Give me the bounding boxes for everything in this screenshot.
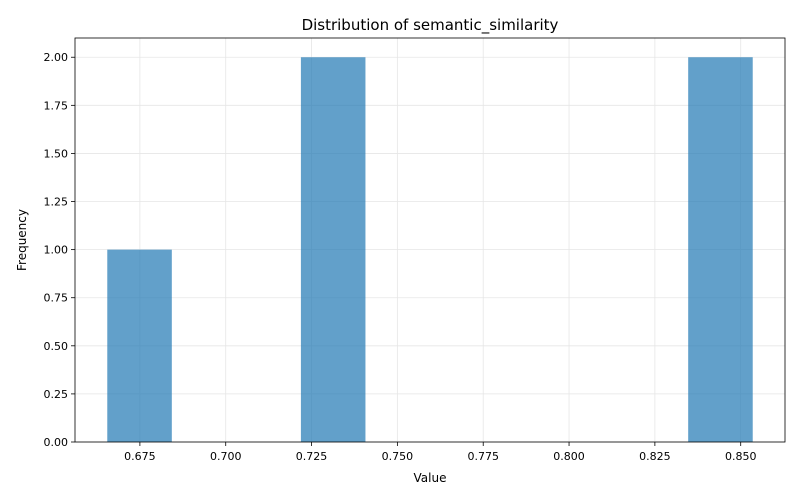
- x-axis-ticks: 0.675 0.700 0.725 0.750 0.775 0.800 0.825 0.850: [124, 442, 756, 463]
- y-axis-ticks: 0.00 0.25 0.50 0.75 1.00 1.25 1.50 1.75 2.00: [44, 51, 75, 449]
- y-tick-label: 1.00: [44, 244, 69, 257]
- y-tick-label: 2.00: [44, 51, 69, 64]
- x-axis-label: Value: [414, 471, 447, 485]
- y-tick-label: 0.25: [44, 388, 69, 401]
- y-tick-label: 1.25: [44, 196, 69, 209]
- x-tick-label: 0.725: [296, 450, 328, 463]
- y-tick-label: 0.00: [44, 436, 69, 449]
- histogram-bar: [688, 57, 753, 442]
- x-tick-label: 0.700: [210, 450, 242, 463]
- y-tick-label: 1.75: [44, 99, 69, 112]
- y-tick-label: 1.50: [44, 147, 69, 160]
- y-tick-label: 0.75: [44, 292, 69, 305]
- grid-lines: [75, 38, 785, 443]
- x-tick-label: 0.775: [467, 450, 499, 463]
- y-axis-label: Frequency: [15, 209, 29, 271]
- x-tick-label: 0.800: [553, 450, 585, 463]
- y-tick-label: 0.50: [44, 340, 69, 353]
- chart-title: Distribution of semantic_similarity: [302, 16, 559, 35]
- histogram-bar: [107, 249, 172, 442]
- histogram-bar: [300, 57, 366, 442]
- histogram-bars: [107, 57, 753, 442]
- plot-frame: [74, 37, 786, 443]
- x-tick-label: 0.850: [725, 450, 757, 463]
- x-tick-label: 0.750: [382, 450, 414, 463]
- x-tick-label: 0.675: [124, 450, 156, 463]
- x-tick-label: 0.825: [639, 450, 671, 463]
